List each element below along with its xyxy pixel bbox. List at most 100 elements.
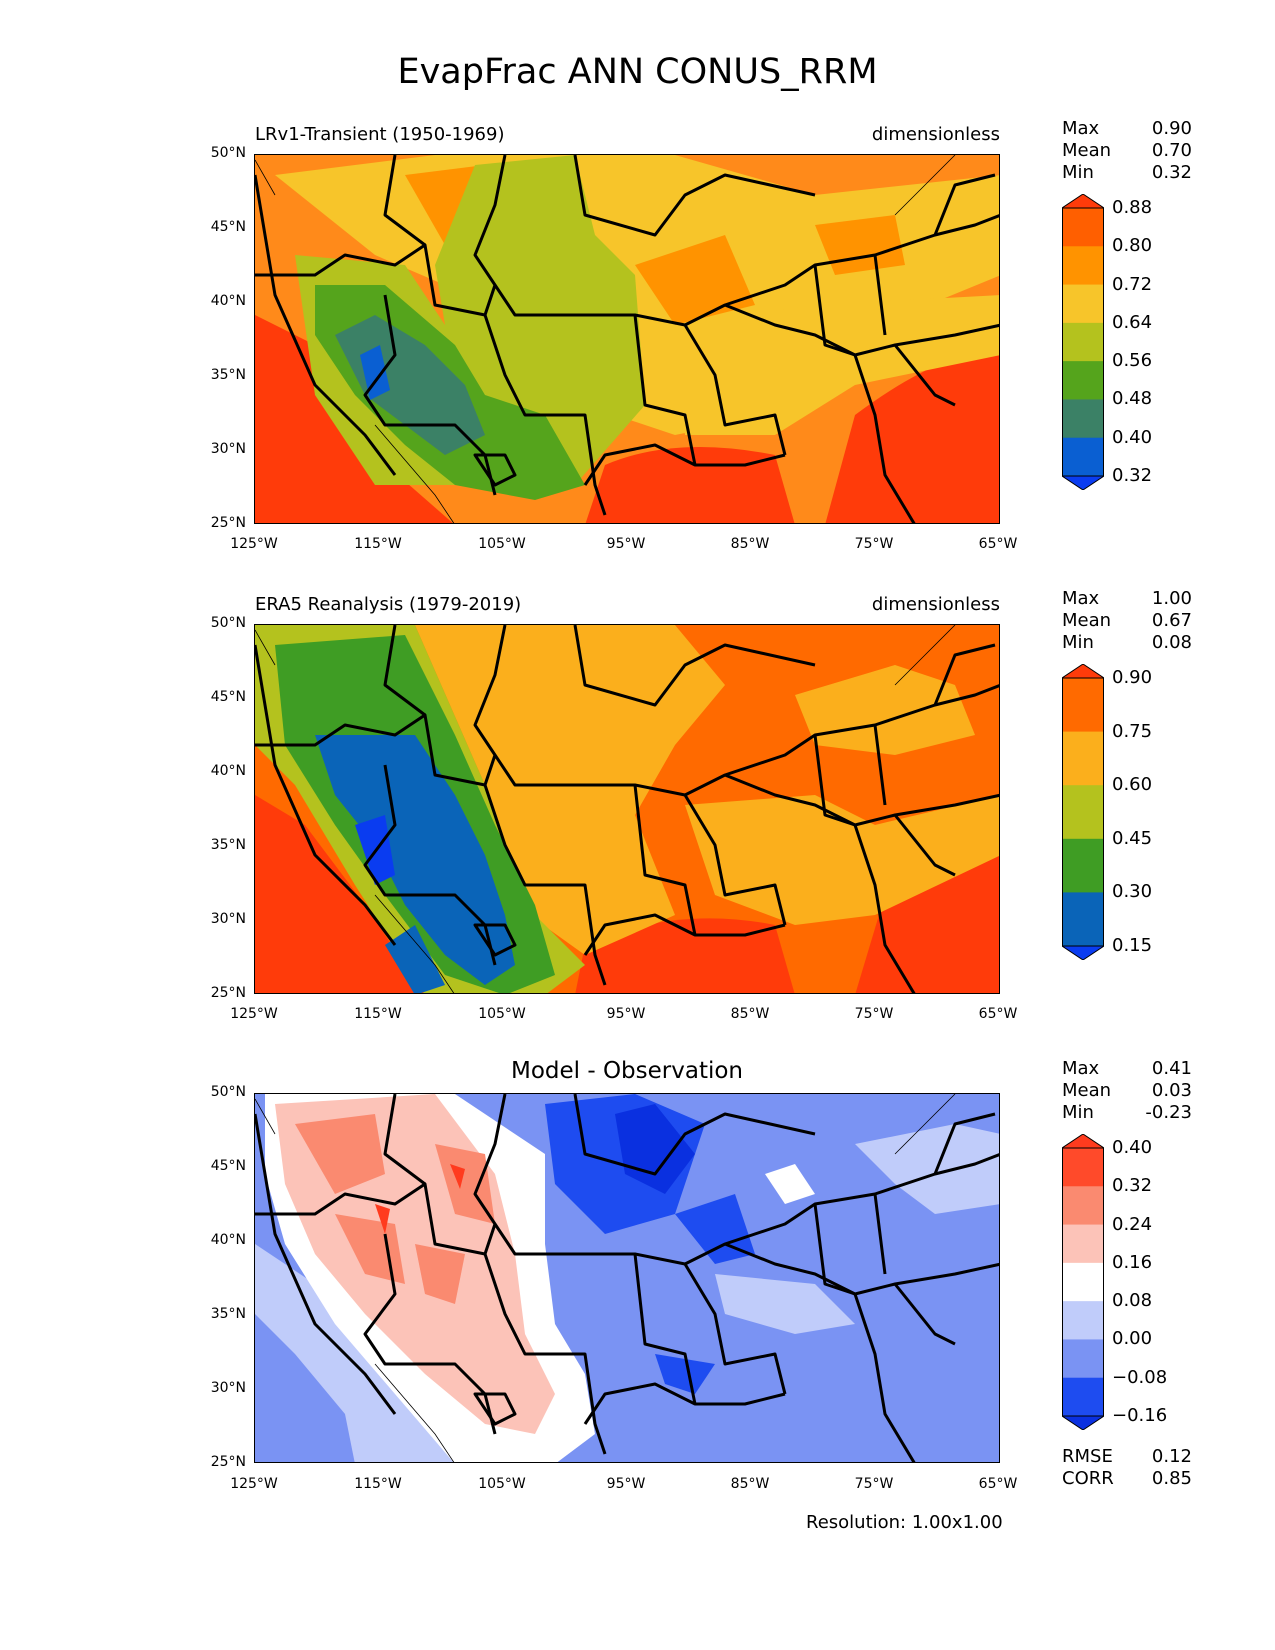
resolution-label: Resolution: 1.00x1.00: [806, 1512, 1003, 1533]
colorbar-band: [1062, 399, 1104, 439]
panel2-units: dimensionless: [871, 594, 1000, 615]
stat-label: Min: [1062, 632, 1094, 653]
stat-label: Max: [1062, 588, 1100, 609]
lon-tick: 115°W: [354, 1006, 402, 1022]
panel3-stats: Max 0.41 Mean 0.03 Min -0.23: [1062, 1058, 1192, 1124]
colorbar-band: [1062, 284, 1104, 324]
lon-tick: 75°W: [854, 536, 894, 552]
lat-tick: 30°N: [210, 1380, 246, 1396]
colorbar-band: [1062, 1301, 1104, 1340]
lon-tick: 125°W: [230, 536, 278, 552]
stat-label: Min: [1062, 1102, 1094, 1123]
colorbar-tick-label: 0.15: [1112, 935, 1153, 956]
colorbar-tick-label: 0.30: [1112, 881, 1153, 903]
lat-tick: 30°N: [210, 911, 246, 927]
stat-mean: 0.70: [1151, 140, 1192, 161]
lon-tick: 125°W: [230, 1006, 278, 1022]
lat-tick: 50°N: [210, 1084, 246, 1100]
lat-tick: 50°N: [210, 615, 246, 631]
colorbar-band: [1062, 1262, 1104, 1302]
stat-label: Mean: [1062, 140, 1112, 161]
metric-rmse: 0.12: [1151, 1446, 1192, 1467]
panel2-colorbar: [1062, 664, 1104, 960]
lat-tick: 45°N: [210, 689, 246, 705]
lon-tick: 105°W: [478, 1006, 526, 1022]
lat-tick: 30°N: [210, 441, 246, 457]
lat-tick: 40°N: [210, 763, 246, 779]
stat-label: Max: [1062, 1058, 1100, 1079]
colorbar-tick-label: 0.60: [1112, 774, 1153, 796]
colorbar-band: [1062, 1186, 1104, 1226]
colorbar-tick-label: 0.56: [1112, 350, 1153, 372]
lon-tick: 85°W: [730, 536, 770, 552]
stat-mean: 0.03: [1151, 1080, 1192, 1101]
metric-corr: 0.85: [1151, 1468, 1192, 1489]
lat-tick: 45°N: [210, 219, 246, 235]
colorbar-band: [1062, 731, 1104, 786]
lat-tick: 25°N: [210, 1454, 246, 1470]
lon-tick: 115°W: [354, 536, 402, 552]
lat-tick: 25°N: [210, 985, 246, 1001]
lon-tick: 95°W: [606, 536, 646, 552]
colorbar-tick-label: 0.45: [1112, 827, 1153, 849]
lon-tick: 105°W: [478, 536, 526, 552]
colorbar-tick-label: 0.80: [1112, 235, 1153, 257]
colorbar-band: [1062, 785, 1104, 840]
colorbar-band: [1062, 892, 1104, 947]
colorbar-tick-label: 0.88: [1112, 197, 1153, 218]
colorbar-extend-min: [1062, 475, 1104, 490]
colorbar-extend-min: [1062, 1415, 1104, 1430]
panel1-colorbar: [1062, 194, 1104, 490]
lat-tick: 50°N: [210, 145, 246, 161]
colorbar-band: [1062, 1377, 1104, 1417]
lat-tick: 25°N: [210, 515, 246, 531]
colorbar-outline: [1062, 677, 1104, 947]
colorbar-tick-label: −0.16: [1112, 1405, 1168, 1426]
stat-label: Mean: [1062, 610, 1112, 631]
lon-tick: 75°W: [854, 1476, 894, 1492]
lon-tick: 115°W: [354, 1476, 402, 1492]
colorbar-band: [1062, 437, 1104, 477]
colorbar-band: [1062, 1224, 1104, 1264]
metric-label: CORR: [1062, 1468, 1114, 1489]
panel2-map: [254, 624, 1000, 994]
lon-tick: 95°W: [606, 1006, 646, 1022]
lat-tick: 45°N: [210, 1158, 246, 1174]
colorbar-tick-label: 0.24: [1112, 1213, 1153, 1235]
figure-title: EvapFrac ANN CONUS_RRM: [397, 52, 878, 92]
panel3-metrics: RMSE 0.12 CORR 0.85: [1062, 1446, 1192, 1490]
colorbar-tick-label: 0.00: [1112, 1328, 1153, 1350]
panel3-title: Model - Observation: [510, 1058, 744, 1084]
lat-tick: 35°N: [210, 367, 246, 383]
lon-tick: 125°W: [230, 1476, 278, 1492]
colorbar-band: [1062, 1148, 1104, 1187]
stat-label: Max: [1062, 118, 1100, 139]
stat-label: Min: [1062, 162, 1094, 183]
panel2-stats: Max 1.00 Mean 0.67 Min 0.08: [1062, 588, 1192, 654]
panel1-title: LRv1-Transient (1950-1969): [255, 124, 505, 145]
colorbar-tick-label: 0.16: [1112, 1251, 1153, 1273]
metric-label: RMSE: [1062, 1446, 1113, 1467]
colorbar-outline: [1062, 1147, 1104, 1417]
stat-mean: 0.67: [1151, 610, 1192, 631]
panel1-stats: Max 0.90 Mean 0.70 Min 0.32: [1062, 118, 1192, 184]
lat-tick: 35°N: [210, 837, 246, 853]
panel2-title: ERA5 Reanalysis (1979-2019): [255, 594, 522, 615]
colorbar-tick-label: 0.32: [1112, 1175, 1153, 1197]
lon-tick: 65°W: [978, 1006, 1018, 1022]
stat-max: 0.90: [1151, 118, 1192, 139]
stat-max: 1.00: [1151, 588, 1192, 609]
colorbar-tick-label: 0.32: [1112, 465, 1153, 486]
colorbar-tick-label: 0.90: [1112, 667, 1153, 688]
lat-tick: 40°N: [210, 1232, 246, 1248]
stat-min: 0.08: [1151, 632, 1192, 653]
colorbar-tick-label: 0.40: [1112, 1137, 1153, 1158]
colorbar-tick-label: 0.75: [1112, 720, 1153, 742]
colorbar-band: [1062, 678, 1104, 733]
panel1-units: dimensionless: [871, 124, 1000, 145]
colorbar-extend-max: [1062, 664, 1104, 679]
lon-tick: 85°W: [730, 1006, 770, 1022]
lat-tick: 35°N: [210, 1306, 246, 1322]
lon-tick: 75°W: [854, 1006, 894, 1022]
lon-tick: 95°W: [606, 1476, 646, 1492]
